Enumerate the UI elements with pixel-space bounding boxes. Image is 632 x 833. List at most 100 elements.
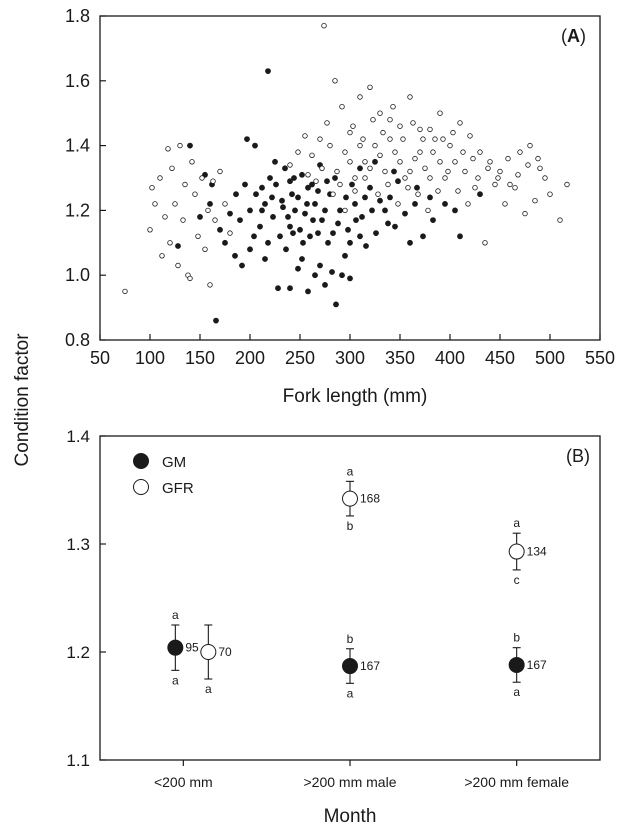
panel-a-label: (A) — [561, 26, 586, 46]
point-open — [321, 23, 327, 29]
y-tick-label: 1.2 — [66, 643, 90, 662]
point-open — [482, 240, 488, 246]
point-open — [440, 136, 446, 142]
sample-size-label: 134 — [527, 545, 547, 559]
point-open — [525, 162, 531, 168]
point-open — [195, 233, 201, 239]
point-filled — [372, 158, 378, 165]
y-tick-label: 1.6 — [65, 71, 90, 91]
legend-gm-marker — [133, 453, 149, 469]
point-filled — [430, 217, 436, 223]
point-open — [507, 181, 513, 188]
point-open — [527, 142, 533, 149]
point-filled — [247, 246, 253, 253]
point-filled — [262, 256, 268, 262]
mean-marker-gfr — [200, 644, 217, 660]
point-filled — [287, 223, 293, 230]
point-filled — [297, 226, 303, 233]
point-open — [172, 201, 178, 207]
panel-a-x-ticks: 50 100 150 200 250 300 350 400 450 500 550 — [90, 334, 615, 368]
point-filled — [175, 243, 181, 249]
point-open — [427, 175, 433, 181]
point-filled — [233, 191, 239, 198]
point-filled — [412, 200, 418, 207]
y-tick-label: 1.1 — [66, 751, 90, 770]
point-filled — [275, 285, 281, 292]
point-open — [309, 152, 315, 158]
significance-letter-below: a — [205, 682, 212, 696]
point-open — [352, 175, 358, 181]
x-tick-label: 100 — [135, 348, 165, 368]
point-open — [149, 184, 155, 191]
panel-b: 1.1 1.2 1.3 1.4 <200 mm >200 mm male >200 mm … — [66, 427, 601, 827]
point-filled — [242, 181, 248, 188]
point-filled — [359, 213, 365, 220]
point-filled — [197, 213, 203, 220]
point-open — [159, 253, 165, 259]
point-open — [412, 155, 418, 162]
point-open — [357, 94, 363, 100]
point-filled — [310, 217, 316, 223]
panel-b-x-axis-title: Month — [324, 806, 377, 827]
point-open — [417, 126, 423, 133]
point-open — [410, 120, 416, 126]
point-filled — [325, 239, 331, 246]
point-filled — [357, 165, 363, 172]
point-open — [387, 136, 393, 142]
y-tick-label: 0.8 — [65, 330, 90, 350]
x-tick-label: 50 — [90, 348, 110, 368]
point-filled — [414, 184, 420, 191]
point-filled — [290, 230, 296, 236]
point-open — [152, 201, 158, 207]
point-filled — [232, 252, 238, 259]
point-open — [564, 181, 570, 188]
panel-b-points: 95 a a 167 b a 167 b a 70 a 168 a b 134 a c — [167, 464, 547, 700]
point-open — [435, 188, 441, 194]
point-filled — [300, 239, 306, 246]
point-filled — [237, 217, 243, 223]
point-open — [360, 136, 366, 142]
point-filled — [227, 210, 233, 217]
point-open — [437, 110, 443, 116]
point-open — [547, 191, 553, 197]
point-filled — [335, 220, 341, 227]
point-filled — [329, 269, 335, 275]
point-open — [295, 149, 301, 155]
point-open — [407, 168, 413, 175]
significance-letter-above: b — [513, 631, 520, 645]
point-filled — [283, 246, 289, 253]
sample-size-label: 70 — [218, 645, 232, 659]
y-tick-label: 1.2 — [65, 200, 90, 220]
point-open — [512, 184, 518, 191]
point-open — [347, 129, 353, 136]
point-open — [537, 165, 543, 171]
x-tick-label: 450 — [485, 348, 515, 368]
y-tick-label: 1.4 — [66, 427, 90, 446]
y-axis-title: Condition factor — [12, 333, 33, 467]
point-filled — [343, 194, 349, 201]
point-open — [367, 165, 373, 171]
x-tick-label: 300 — [335, 348, 365, 368]
point-filled — [377, 197, 383, 204]
point-open — [420, 136, 426, 142]
mean-marker-gm — [167, 639, 184, 656]
point-filled — [207, 200, 213, 207]
point-open — [377, 152, 383, 158]
point-open — [287, 162, 293, 168]
point-open — [165, 146, 171, 152]
point-open — [362, 175, 368, 181]
point-open — [212, 217, 218, 223]
point-filled — [305, 184, 311, 191]
point-filled — [280, 204, 286, 211]
point-open — [522, 210, 528, 217]
significance-letter-below: a — [513, 685, 520, 699]
point-open — [400, 136, 406, 142]
point-filled — [452, 207, 458, 214]
point-filled — [387, 194, 393, 201]
point-filled — [333, 301, 339, 308]
point-filled — [279, 197, 285, 204]
point-open — [455, 188, 461, 194]
point-filled — [392, 223, 398, 230]
point-open — [502, 201, 508, 207]
